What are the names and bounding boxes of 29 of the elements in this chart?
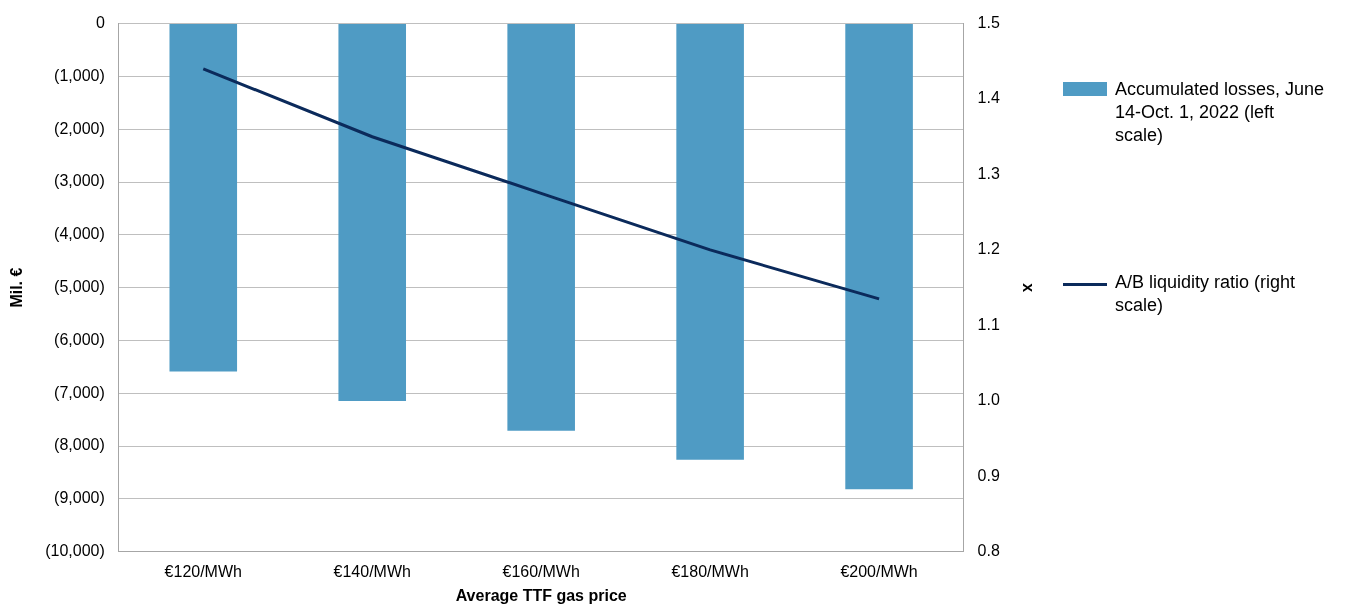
y-tick-label: (10,000) bbox=[45, 542, 105, 560]
y2-axis-title: x bbox=[1019, 283, 1037, 293]
y2-tick-label: 1.3 bbox=[977, 164, 1000, 182]
y-tick-label: (4,000) bbox=[54, 225, 105, 243]
y2-tick-label: 1.2 bbox=[977, 240, 1000, 258]
y-tick-label: (7,000) bbox=[54, 383, 105, 401]
x-tick-label: €200/MWh bbox=[840, 562, 918, 580]
y2-tick-label: 1.0 bbox=[977, 391, 1000, 409]
y-tick-label: (8,000) bbox=[54, 436, 105, 454]
y-tick-label: 0 bbox=[95, 14, 105, 32]
y2-tick-label: 1.5 bbox=[977, 14, 1000, 32]
y2-tick-label: 1.4 bbox=[977, 89, 1000, 107]
y-tick-label: (5,000) bbox=[54, 278, 105, 296]
x-tick-label: €180/MWh bbox=[671, 562, 749, 580]
y-tick-label: (1,000) bbox=[54, 66, 105, 84]
y-tick-label: (9,000) bbox=[54, 489, 105, 507]
x-tick-label: €160/MWh bbox=[502, 562, 580, 580]
y-tick-label: (3,000) bbox=[54, 172, 105, 190]
x-tick-label: €120/MWh bbox=[164, 562, 242, 580]
y2-tick-label: 0.9 bbox=[977, 466, 1000, 484]
y2-tick-label: 0.8 bbox=[977, 542, 1000, 560]
legend-label: A/B liquidity ratio (right scale) bbox=[1115, 271, 1297, 317]
legend-label: Accumulated losses, June 14-Oct. 1, 2022 (left scale) bbox=[1115, 78, 1326, 147]
x-axis-title: Average TTF gas price bbox=[455, 586, 627, 604]
y2-tick-label: 1.1 bbox=[977, 315, 1000, 333]
y-axis-title: Mil. € bbox=[8, 267, 26, 308]
y-tick-label: (6,000) bbox=[54, 330, 105, 348]
x-tick-label: €140/MWh bbox=[333, 562, 411, 580]
y-tick-label: (2,000) bbox=[54, 119, 105, 137]
